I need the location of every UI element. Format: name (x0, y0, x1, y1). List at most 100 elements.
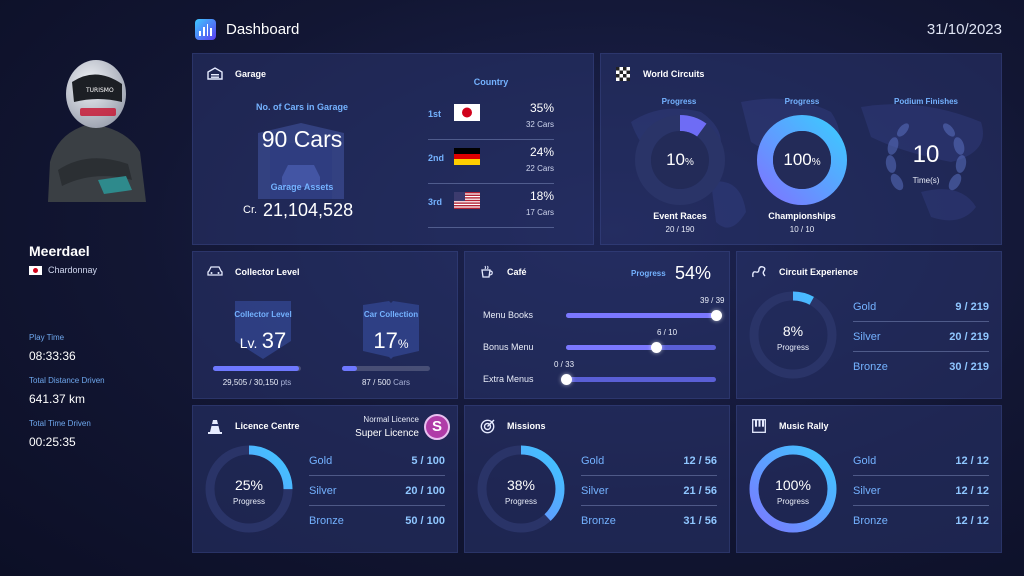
page-title: Dashboard (226, 21, 300, 38)
missions-progress-ring (477, 445, 565, 533)
play-time-value: 08:33:36 (29, 349, 76, 363)
circuit-experience-title: Circuit Experience (779, 267, 859, 277)
driver-avatar-icon: TURISMO (48, 60, 146, 202)
avatar[interactable]: TURISMO (28, 52, 158, 202)
collector-shield-icon (235, 301, 291, 359)
music-rally-title: Music Rally (779, 421, 829, 431)
collector-level-bar (213, 366, 301, 371)
circuit-progress-value: 8% (782, 323, 804, 339)
missions-bronze-row: Bronze 31 / 56 (581, 515, 717, 527)
coffee-cup-icon (479, 265, 495, 279)
garage-title: Garage (235, 69, 267, 79)
cafe-title: Café (507, 267, 527, 277)
licence-gold-row: Gold 5 / 100 (309, 446, 445, 476)
cars-count-value: 90 Cars (261, 126, 343, 152)
play-time-label: Play Time (29, 333, 65, 342)
distance-value: 641.37 km (29, 392, 86, 406)
missions-gold-row: Gold 12 / 56 (581, 446, 717, 476)
circuit-icon (751, 265, 767, 279)
player-car: Chardonnay (29, 265, 97, 275)
circuit-silver-row: Silver 20 / 219 (853, 322, 989, 352)
country-cars-2: 22 Cars (525, 164, 554, 173)
menu-books-slider-handle[interactable] (711, 310, 722, 321)
championships-count: 10 / 10 (789, 225, 815, 234)
menu-books-label: Menu Books (483, 310, 534, 320)
circuit-experience-panel[interactable]: Circuit Experience 8% Progress Gold 9 / 2… (736, 251, 1002, 399)
svg-text:TURISMO: TURISMO (85, 87, 114, 94)
music-rally-progress-value: 100% (775, 477, 811, 493)
checkered-flag-icon (615, 67, 631, 81)
licence-progress-value: 25% (234, 477, 264, 493)
distance-label: Total Distance Driven (29, 376, 105, 385)
music-rally-gold-row: Gold 12 / 12 (853, 446, 989, 476)
country-row-3[interactable]: 3rd 18% 17 Cars (428, 184, 554, 228)
car-collection-label: Car Collection (363, 310, 419, 319)
piano-icon (751, 419, 767, 433)
bonus-menu-slider-handle[interactable] (651, 342, 662, 353)
extra-menus-slider-handle[interactable] (561, 374, 572, 385)
country-row-2[interactable]: 2nd 24% 22 Cars (428, 140, 554, 184)
missions-silver-row: Silver 21 / 56 (581, 476, 717, 506)
menu-books-slider[interactable] (566, 310, 722, 321)
garage-building-icon (258, 123, 344, 199)
extra-menus-count: 0 / 33 (554, 360, 575, 369)
traffic-cone-icon (207, 419, 223, 434)
licence-centre-panel[interactable]: Licence Centre Normal Licence Super Lice… (192, 405, 458, 553)
rank-2: 2nd (428, 153, 445, 163)
world-circuits-panel[interactable]: World Circuits Progress 10% Event Races … (600, 53, 1002, 245)
music-rally-silver-row: Silver 12 / 12 (853, 476, 989, 506)
event-races-value: 10% (666, 150, 694, 169)
country-row-1[interactable]: 1st 35% 32 Cars (428, 96, 554, 140)
collector-title: Collector Level (235, 267, 300, 277)
time-driven-value: 00:25:35 (29, 435, 76, 449)
podium-header: Podium Finishes (893, 97, 958, 106)
event-races-label: Event Races (653, 211, 707, 221)
collector-points: 29,505 / 30,150 pts (222, 378, 292, 387)
rank-3: 3rd (428, 197, 443, 207)
player-name: Meerdael (29, 243, 90, 259)
licence-bronze-row: Bronze 50 / 100 (309, 515, 445, 527)
licence-progress-ring (205, 445, 293, 533)
rank-1: 1st (428, 109, 442, 119)
header-date: 31/10/2023 (926, 21, 1002, 38)
missions-progress-label: Progress (504, 497, 537, 506)
car-icon (207, 265, 223, 279)
super-licence-badge-icon: S (424, 414, 450, 440)
circuit-bronze-row: Bronze 30 / 219 (853, 361, 989, 373)
bonus-menu-slider[interactable] (566, 342, 716, 353)
circuit-progress-label: Progress (776, 343, 809, 352)
japan-flag-icon (29, 265, 42, 275)
bonus-menu-label: Bonus Menu (483, 342, 534, 352)
player-car-name: Chardonnay (48, 265, 98, 275)
collector-level-panel[interactable]: Collector Level Collector Level Lv. 37 2… (192, 251, 458, 399)
menu-books-count: 39 / 39 (700, 296, 725, 305)
licence-title: Licence Centre (235, 421, 300, 431)
country-pct-1: 35% (529, 101, 554, 115)
extra-menus-slider[interactable] (561, 374, 716, 385)
germany-flag-icon (454, 148, 480, 165)
car-collection-book-icon (363, 301, 419, 359)
cafe-panel[interactable]: Café Progress 54% 39 / 39 Menu Books 6 /… (464, 251, 730, 399)
laurel-wreath-icon (885, 123, 967, 191)
missions-panel[interactable]: Missions 38% Progress Gold 12 / 56 Silver… (464, 405, 730, 553)
profile-column: TURISMO Meerdael Chardonnay Play Time 08… (0, 0, 180, 576)
event-races-header: Progress (661, 97, 697, 106)
garage-assets-value: 21,104,528 (263, 200, 354, 220)
championships-header: Progress (784, 97, 820, 106)
missions-progress-value: 38% (506, 477, 536, 493)
collector-level-value: Lv. 37 (239, 328, 287, 353)
usa-flag-icon (454, 192, 480, 209)
time-driven-label: Total Time Driven (29, 419, 91, 428)
country-pct-3: 18% (529, 189, 554, 203)
assets-prefix: Cr. (243, 204, 258, 216)
garage-panel[interactable]: Garage No. of Cars in Garage 90 Cars Gar… (192, 53, 594, 245)
garage-icon (207, 67, 223, 81)
event-races-count: 20 / 190 (665, 225, 695, 234)
japan-flag-icon (454, 104, 480, 121)
world-circuits-title: World Circuits (643, 69, 705, 79)
country-cars-3: 17 Cars (525, 208, 554, 217)
music-rally-bronze-row: Bronze 12 / 12 (853, 515, 989, 527)
championships-ring (757, 115, 847, 205)
cafe-progress-value: 54% (675, 263, 712, 283)
music-rally-panel[interactable]: Music Rally 100% Progress Gold 12 / 12 Si… (736, 405, 1002, 553)
